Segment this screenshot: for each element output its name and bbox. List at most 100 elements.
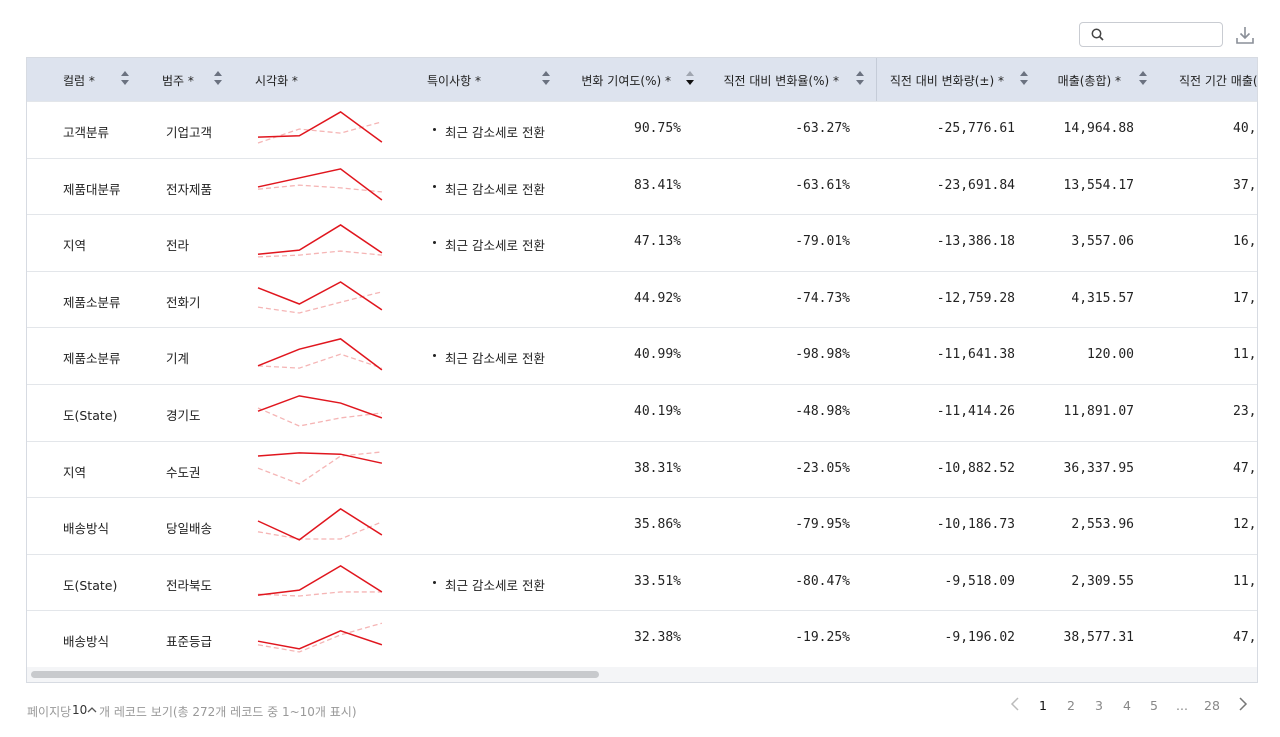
sales-cell: 14,964.88	[1063, 121, 1134, 136]
sparkline	[257, 338, 383, 371]
prev-sales-cell: 12,	[1233, 517, 1257, 533]
category-cell: 기업고객	[166, 125, 213, 140]
change-amount-cell: -11,641.38	[936, 347, 1015, 363]
page-number[interactable]: 1	[1039, 698, 1047, 713]
column-header[interactable]: 직전 기간 매출(총	[1179, 74, 1258, 88]
page-number[interactable]: 28	[1204, 698, 1220, 713]
table-row[interactable]: 지역 전라 최근 감소세로 전환 47.13% -79.01% -13,386.18 3,5…	[27, 214, 1257, 272]
page-number[interactable]: 5	[1150, 698, 1158, 713]
bullet	[433, 580, 436, 584]
sort-down	[121, 80, 129, 85]
bullet	[433, 184, 436, 188]
prev-sales-cell: 11,	[1233, 573, 1257, 589]
scrollbar[interactable]	[27, 667, 1257, 682]
search-box[interactable]	[1079, 22, 1223, 47]
table-row[interactable]: 배송방식 당일배송 35.86% -79.95% -10,186.73 2,553.96 1…	[27, 497, 1257, 555]
category-cell: 전자제품	[166, 181, 213, 197]
sales-cell: 3,557.06	[1071, 234, 1134, 250]
category-cell: 표준등급	[166, 634, 213, 650]
page-number[interactable]: 2	[1067, 698, 1075, 713]
change-rate-cell: -79.95%	[795, 517, 850, 533]
sales-cell: 36,337.95	[1063, 460, 1134, 476]
sort-up	[214, 71, 222, 76]
note-cell: 최근 감소세로 전환	[445, 181, 545, 197]
table-row[interactable]: 제품소분류 기계 최근 감소세로 전환 40.99% -98.98% -11,641.38…	[27, 327, 1257, 385]
sort-down	[214, 80, 222, 85]
table-row[interactable]: 제품대분류 전자제품 최근 감소세로 전환 83.41% -63.61% -23,691.…	[27, 157, 1257, 216]
table-row[interactable]: 제품소분류 전화기 44.92% -74.73% -12,759.28 4,315.57 1…	[27, 270, 1257, 329]
sort-down	[1020, 80, 1028, 85]
download-button[interactable]	[1235, 25, 1255, 45]
column-cell: 지역	[63, 238, 87, 254]
current-line	[257, 280, 383, 311]
current-line	[257, 338, 383, 371]
category-cell: 전라	[166, 238, 190, 254]
page-number[interactable]: 4	[1123, 698, 1131, 713]
column-cell: 제품소분류	[63, 351, 121, 367]
sparkline	[257, 395, 383, 427]
prev-sales-cell: 47,	[1233, 630, 1257, 646]
table-row[interactable]: 고객분류 기업고객 최근 감소세로 전환 90.75% -63.27% -25,776.6…	[27, 101, 1257, 159]
sparkline	[257, 508, 383, 541]
sort-icon	[1020, 71, 1028, 85]
bullet	[433, 128, 436, 131]
previous-line	[257, 353, 383, 370]
change-rate-cell: -98.98%	[795, 347, 850, 363]
column-cell: 도(State)	[63, 408, 118, 423]
current-line	[257, 451, 383, 464]
sort-down	[856, 80, 864, 85]
column-header[interactable]: 매출(총합) *	[1057, 74, 1121, 88]
prev-sales-cell: 40,	[1233, 121, 1257, 136]
bullet	[433, 241, 436, 245]
change-rate-cell: -63.61%	[795, 177, 850, 193]
column-header[interactable]: 특이사항 *	[427, 74, 481, 88]
sort-up	[1139, 71, 1147, 76]
column-header[interactable]: 직전 대비 변화량(±) *	[889, 74, 1004, 88]
previous-line	[257, 622, 383, 654]
change-rate-cell: -23.05%	[795, 460, 850, 476]
change-amount-cell: -12,759.28	[936, 290, 1015, 306]
table-row[interactable]: 지역 수도권 38.31% -23.05% -10,882.52 36,337.95 47,	[27, 440, 1257, 499]
table-row[interactable]: 도(State) 경기도 40.19% -48.98% -11,414.26 11,891…	[27, 384, 1257, 442]
sort-up	[856, 71, 864, 76]
sparkline	[257, 111, 383, 144]
change-amount-cell: -23,691.84	[936, 177, 1015, 193]
sort-icon	[542, 71, 550, 85]
previous-line	[257, 291, 383, 314]
sales-cell: 4,315.57	[1071, 290, 1134, 306]
bullet	[433, 354, 436, 358]
sparkline	[257, 450, 383, 485]
sort-icon	[856, 71, 864, 85]
column-header[interactable]: 시각화 *	[255, 74, 298, 88]
contribution-cell: 83.41%	[634, 177, 681, 193]
change-amount-cell: -9,518.09	[944, 573, 1015, 589]
category-cell: 기계	[166, 351, 190, 367]
column-header[interactable]: 변화 기여도(%) *	[581, 74, 671, 88]
contribution-cell: 40.19%	[634, 404, 681, 419]
column-header[interactable]: 직전 대비 변화율(%) *	[723, 74, 840, 88]
sort-icon	[686, 71, 694, 85]
scrollbar-thumb[interactable]	[31, 671, 599, 678]
sort-icon	[1139, 71, 1147, 85]
sort-up	[1020, 71, 1028, 76]
table-row[interactable]: 배송방식 표준등급 32.38% -19.25% -9,196.02 38,577.31 4…	[27, 610, 1257, 668]
per-page-caret	[87, 707, 97, 713]
contribution-cell: 40.99%	[634, 347, 681, 363]
prev-page	[1010, 697, 1019, 711]
prev-sales-cell: 47,	[1233, 460, 1257, 476]
record-summary: 개 레코드 보기(총 272개 레코드 중 1~10개 표시)	[99, 705, 357, 719]
table-row[interactable]: 도(State) 전라북도 최근 감소세로 전환 33.51% -80.47% -9,51…	[27, 553, 1257, 612]
prev-sales-cell: 11,	[1233, 347, 1257, 363]
page-number[interactable]: 3	[1095, 698, 1103, 713]
per-page-select[interactable]: 10	[72, 703, 88, 717]
previous-line	[257, 521, 383, 540]
column-cell: 배송방식	[63, 521, 110, 537]
change-rate-cell: -80.47%	[795, 573, 850, 589]
page-number[interactable]: ...	[1176, 698, 1188, 713]
column-header[interactable]: 범주 *	[162, 74, 194, 88]
prev-sales-cell: 37,	[1233, 177, 1257, 193]
previous-line	[257, 184, 382, 193]
column-header[interactable]: 컬럼 *	[63, 74, 95, 88]
change-rate-cell: -48.98%	[795, 404, 850, 419]
change-amount-cell: -13,386.18	[936, 234, 1015, 250]
